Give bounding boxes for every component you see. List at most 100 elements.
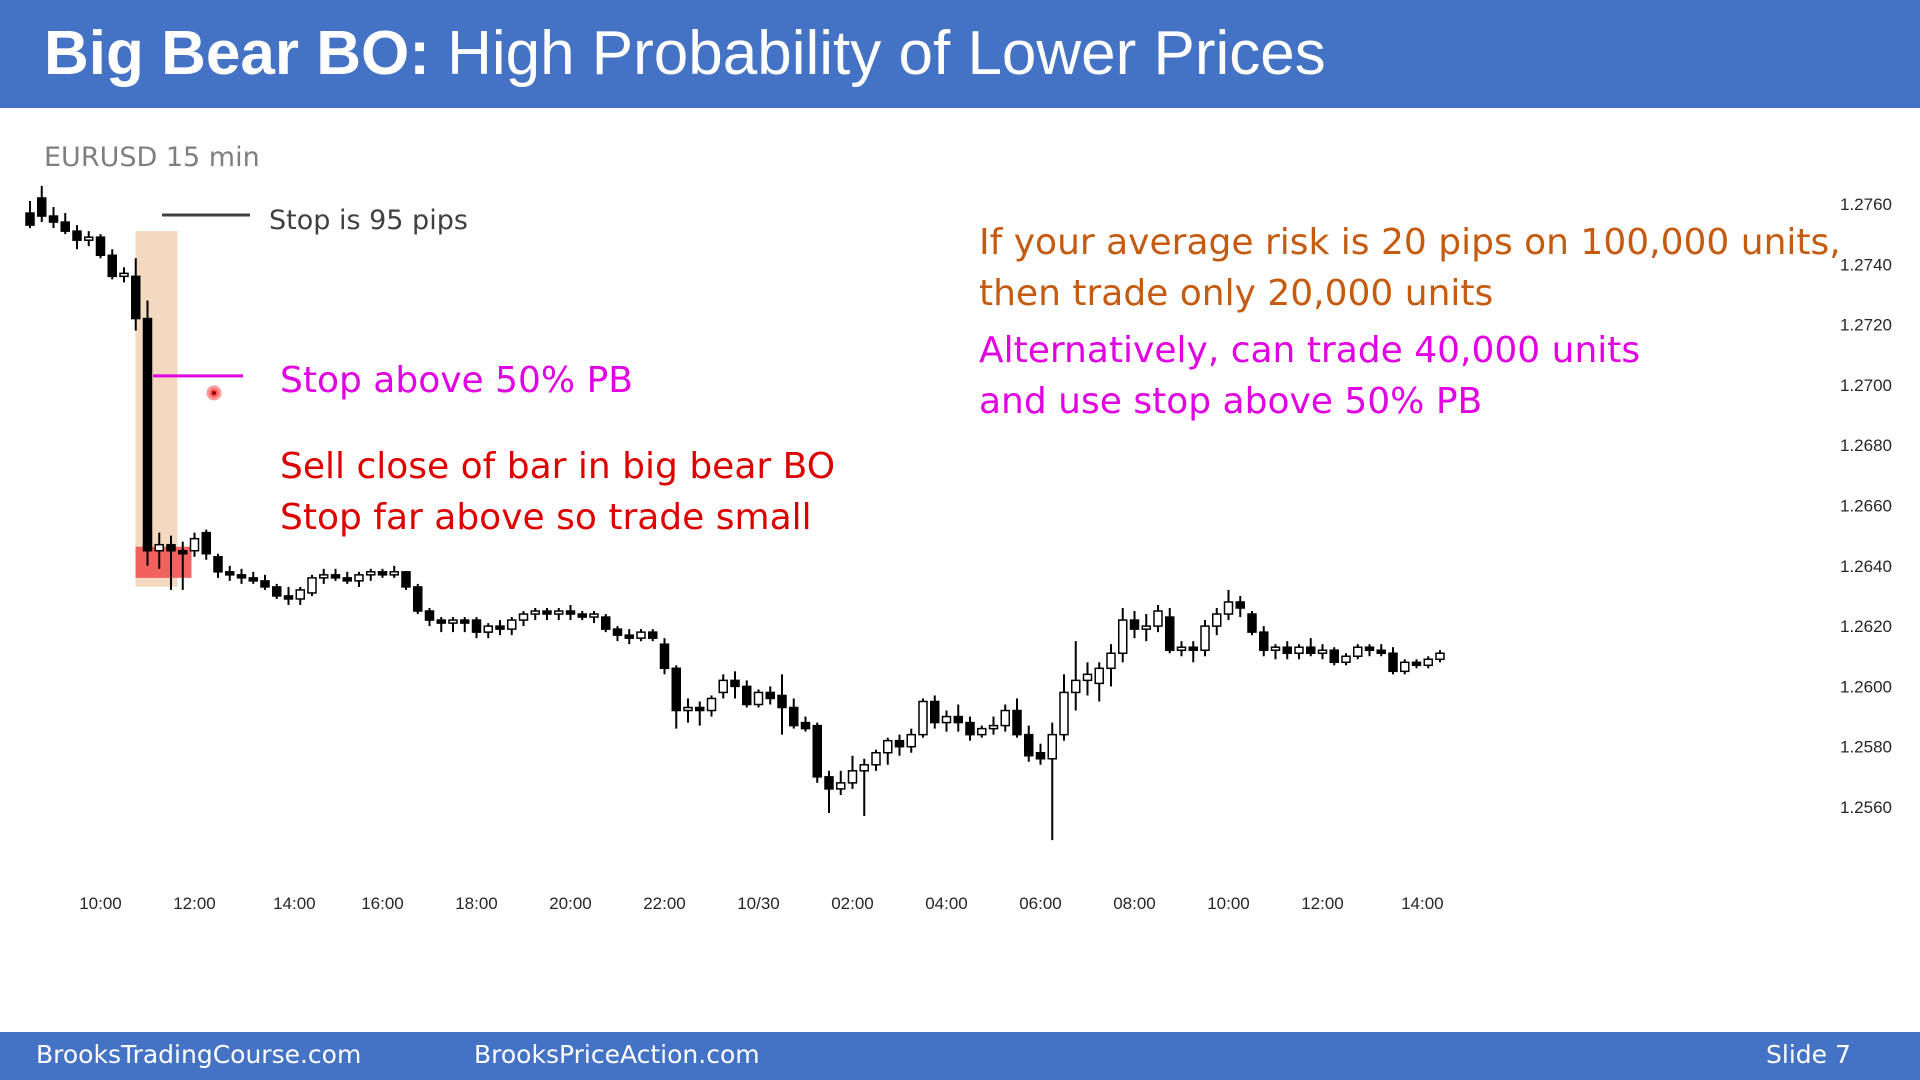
- bull-candle: [1141, 625, 1151, 630]
- breakout-bar-highlight: [135, 231, 178, 587]
- bull-candle: [84, 236, 94, 241]
- x-tick-label: 20:00: [549, 894, 592, 913]
- bear-candle: [953, 715, 963, 724]
- bull-candle: [1176, 646, 1187, 651]
- y-tick-label: 1.2600: [1840, 677, 1892, 696]
- cursor-dot-center: [212, 391, 216, 395]
- annotation-alt-line-2: and use stop above 50% PB: [979, 381, 1483, 422]
- y-tick-label: 1.2580: [1840, 738, 1892, 757]
- bear-candle: [471, 619, 482, 633]
- bull-candle: [859, 764, 869, 772]
- bear-candle: [95, 236, 106, 257]
- bear-candle: [777, 694, 787, 709]
- bear-candle: [413, 586, 423, 612]
- bear-candle: [565, 610, 576, 615]
- bear-candle: [765, 691, 775, 700]
- x-tick-label: 08:00: [1113, 894, 1156, 913]
- bull-candle: [906, 733, 916, 748]
- bear-candle: [142, 317, 153, 552]
- bear-candle: [542, 610, 552, 615]
- bull-candle: [941, 715, 952, 724]
- slide-header: Big Bear BO: High Probability of Lower P…: [0, 0, 1920, 108]
- bull-candle: [1212, 613, 1222, 627]
- bull-candle: [918, 700, 928, 736]
- bull-candle: [988, 724, 999, 730]
- bull-candle: [636, 631, 646, 639]
- bull-candle: [683, 706, 693, 712]
- bear-candle: [695, 706, 705, 712]
- x-tick-label: 14:00: [1401, 894, 1444, 913]
- bull-candle: [1082, 673, 1093, 682]
- y-tick-label: 1.2640: [1840, 557, 1892, 576]
- bull-candle: [718, 679, 728, 694]
- bull-candle: [1435, 652, 1445, 661]
- bull-candle: [1294, 646, 1304, 654]
- footer-left-site[interactable]: BrooksTradingCourse.com: [36, 1040, 362, 1069]
- y-tick-label: 1.2700: [1840, 376, 1892, 395]
- y-tick-label: 1.2620: [1840, 617, 1892, 636]
- x-tick-label: 12:00: [1301, 894, 1344, 913]
- x-tick-label: 18:00: [455, 894, 498, 913]
- bear-candle: [730, 679, 740, 688]
- bull-candle: [154, 543, 164, 552]
- bear-candle: [577, 613, 587, 618]
- slide-title: Big Bear BO: High Probability of Lower P…: [44, 16, 1326, 92]
- bear-candle: [1306, 646, 1316, 654]
- bear-candle: [107, 254, 117, 278]
- y-tick-label: 1.2660: [1840, 497, 1892, 516]
- bear-candle: [495, 625, 505, 630]
- bear-candle: [225, 571, 235, 576]
- x-tick-label: 06:00: [1019, 894, 1062, 913]
- bear-candle: [25, 212, 35, 226]
- bull-candle: [1118, 619, 1128, 654]
- bull-candle: [836, 782, 846, 790]
- bull-candle: [530, 610, 540, 615]
- bear-candle: [460, 619, 470, 624]
- y-tick-label: 1.2680: [1840, 436, 1892, 455]
- bull-candle: [1423, 658, 1433, 667]
- x-tick-label: 12:00: [173, 894, 216, 913]
- title-bold-part: Big Bear BO:: [44, 19, 430, 88]
- bull-candle: [1094, 667, 1104, 685]
- bear-candle: [436, 619, 446, 624]
- instrument-label: EURUSD 15 min: [44, 142, 260, 173]
- bear-candle: [1188, 646, 1198, 651]
- x-tick-label: 10:00: [1207, 894, 1250, 913]
- y-tick-label: 1.2560: [1840, 798, 1892, 817]
- annotation-sell-close: Sell close of bar in big bear BO: [280, 446, 836, 487]
- bear-candle: [213, 556, 223, 573]
- bear-candle: [1235, 601, 1245, 609]
- bear-candle: [1024, 733, 1034, 757]
- bear-candle: [612, 628, 623, 636]
- bull-candle: [1106, 652, 1116, 670]
- bull-candle: [307, 577, 317, 594]
- candlestick-chart: 1.2760 1.2740 1.2720 1.2700 1.2680 1.2660 1.26…: [25, 185, 1892, 913]
- bear-candle: [1012, 709, 1022, 736]
- bear-candle: [37, 197, 47, 217]
- bull-candle: [706, 697, 717, 712]
- bear-candle: [1388, 652, 1398, 673]
- bear-candle: [812, 724, 822, 778]
- footer-center-site[interactable]: BrooksPriceAction.com: [474, 1040, 760, 1069]
- bear-candle: [601, 616, 611, 630]
- bear-candle: [401, 571, 411, 588]
- bull-candle: [871, 751, 881, 766]
- bear-candle: [72, 230, 82, 241]
- bull-candle: [295, 589, 305, 600]
- slide-footer: BrooksTradingCourse.com BrooksPriceActio…: [0, 1032, 1920, 1080]
- bull-candle: [354, 574, 364, 582]
- bull-candle: [1341, 655, 1351, 664]
- x-tick-label: 04:00: [925, 894, 968, 913]
- bull-candle: [119, 272, 129, 278]
- bear-candle: [1411, 661, 1422, 667]
- bear-candle: [1329, 649, 1339, 664]
- bear-candle: [1376, 649, 1386, 654]
- bull-candle: [1400, 661, 1410, 673]
- bear-candle: [1247, 613, 1257, 633]
- bear-candle: [178, 549, 188, 555]
- bull-candle: [1223, 601, 1234, 615]
- bull-candle: [847, 770, 858, 784]
- annotation-alt-line-1: Alternatively, can trade 40,000 units: [979, 330, 1641, 371]
- bear-candle: [1259, 631, 1269, 651]
- y-tick-label: 1.2760: [1840, 195, 1892, 214]
